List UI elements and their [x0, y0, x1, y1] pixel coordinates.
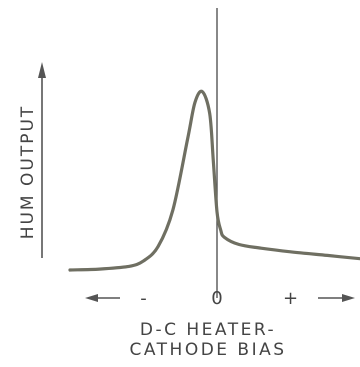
x-tick-label: -: [140, 288, 147, 309]
x-axis-right-arrowhead: [342, 294, 355, 302]
chart-labels: - 0 + D-C HEATER-CATHODE BIAS HUM OUTPUT: [18, 105, 298, 360]
y-axis-label: HUM OUTPUT: [18, 105, 38, 240]
x-axis-label-line: CATHODE BIAS: [129, 340, 286, 360]
x-axis-label-line: D-C HEATER-: [140, 320, 276, 340]
x-tick-label: 0: [211, 288, 222, 309]
x-axis-left-arrowhead: [85, 294, 98, 302]
hum-output-curve: [68, 89, 360, 272]
y-axis-arrowhead: [38, 62, 46, 78]
plot-area: [68, 89, 360, 272]
chart-axes: [38, 8, 355, 302]
x-tick-label: +: [283, 288, 298, 309]
